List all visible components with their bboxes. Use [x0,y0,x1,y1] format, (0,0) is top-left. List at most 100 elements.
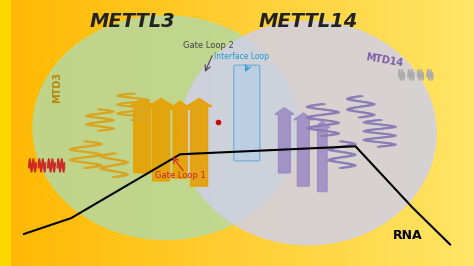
Bar [4,0,9,266]
FancyArrow shape [169,101,191,178]
Text: MTD14: MTD14 [365,52,403,69]
Bar [0,0,5,266]
Bar [1,0,6,266]
Bar [1,0,6,266]
Bar [3,0,8,266]
Bar [1,0,6,266]
Bar [0,0,5,266]
Bar [3,0,8,266]
Bar [3,0,8,266]
Bar [3,0,8,266]
Bar [4,0,9,266]
Bar [3,0,8,266]
Bar [0,0,5,266]
Bar [1,0,6,266]
Bar [4,0,9,266]
Bar [2,0,7,266]
Text: RNA: RNA [393,229,422,242]
Bar [2,0,7,266]
FancyArrow shape [148,98,174,181]
Bar [3,0,8,266]
Bar [1,0,6,266]
Bar [2,0,7,266]
Text: Interface Loop: Interface Loop [214,52,269,61]
Bar [2,0,7,266]
Bar [3,0,8,266]
Bar [2,0,7,266]
Bar [0,0,5,266]
Bar [1,0,6,266]
Bar [5,0,9,266]
FancyArrow shape [294,113,313,186]
Bar [2,0,7,266]
Bar [2,0,7,266]
Bar [4,0,9,266]
Bar [3,0,8,266]
Bar [3,0,8,266]
Bar [1,0,6,266]
Bar [2,0,7,266]
Bar [2,0,7,266]
Bar [2,0,7,266]
Bar [0,0,5,266]
Bar [4,0,9,266]
Bar [1,0,6,266]
Bar [0,0,5,266]
Bar [0,0,5,266]
Bar [3,0,8,266]
Bar [3,0,8,266]
Bar [0,0,5,266]
Bar [4,0,9,266]
Bar [5,0,9,266]
Bar [2,0,7,266]
Bar [4,0,9,266]
Bar [4,0,9,266]
Bar [4,0,9,266]
Bar [2,0,7,266]
Bar [2,0,7,266]
Ellipse shape [33,16,299,239]
Bar [0,0,5,266]
Bar [1,0,6,266]
Bar [1,0,6,266]
Bar [1,0,6,266]
Bar [3,0,8,266]
Text: Gate Loop 1: Gate Loop 1 [155,171,206,180]
Bar [4,0,9,266]
Bar [0,0,5,266]
FancyArrow shape [315,121,330,192]
Bar [1,0,6,266]
Bar [2,0,7,266]
Bar [0,0,5,266]
Bar [5,0,9,266]
FancyArrow shape [129,98,155,173]
Bar [1,0,6,266]
Bar [3,0,8,266]
Bar [0,0,5,266]
Bar [4,0,9,266]
Bar [1,0,6,266]
Bar [4,0,9,266]
Bar [1,0,6,266]
Bar [3,0,8,266]
Bar [2,0,7,266]
Text: METTL3: METTL3 [90,12,175,31]
FancyBboxPatch shape [234,65,260,161]
Bar [4,0,9,266]
Bar [3,0,8,266]
Bar [0,0,5,266]
Bar [4,0,9,266]
Bar [5,0,9,266]
Bar [1,0,6,266]
Text: Gate Loop 2: Gate Loop 2 [183,41,234,50]
Bar [2,0,7,266]
Bar [0,0,5,266]
Bar [3,0,8,266]
Text: MTD3: MTD3 [52,72,62,103]
Bar [4,0,9,266]
Bar [5,0,9,266]
Bar [4,0,9,266]
Bar [2,0,7,266]
FancyArrow shape [186,98,212,186]
Bar [2,0,7,266]
